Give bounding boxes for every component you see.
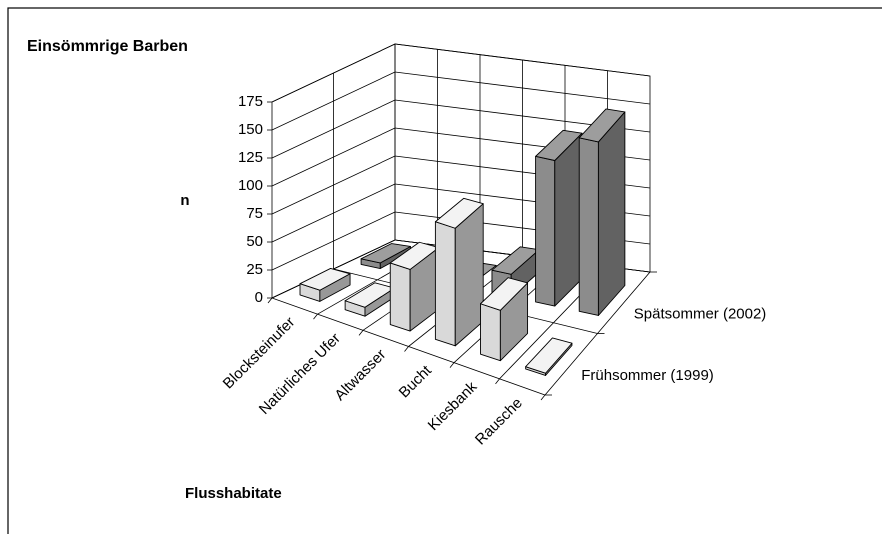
x-tick — [449, 362, 455, 368]
bar — [480, 277, 529, 362]
grid-segment — [271, 127, 396, 187]
grid-segment — [271, 99, 396, 159]
bar-front — [434, 221, 456, 347]
grid-segment — [271, 211, 396, 271]
legend-label: Spätsommer (2002) — [634, 306, 767, 323]
bar — [389, 241, 440, 332]
y-tick-label: 75 — [246, 205, 263, 222]
y-tick-label: 50 — [246, 233, 263, 250]
bar-top — [578, 108, 626, 143]
x-tick — [358, 330, 364, 336]
bar-top — [480, 277, 529, 311]
bar — [360, 243, 411, 269]
x-tick — [495, 378, 500, 385]
bar-top — [299, 267, 351, 291]
bar-front — [578, 137, 599, 316]
legend-label: Frühsommer (1999) — [581, 367, 714, 384]
y-tick-label: 0 — [255, 289, 263, 306]
grid-segment — [271, 71, 396, 131]
y-tick-label: 100 — [238, 177, 263, 194]
x-tick — [313, 313, 318, 320]
bar-top — [360, 243, 411, 264]
grid-segment — [271, 155, 396, 215]
bar-top — [535, 129, 583, 161]
bar — [299, 267, 351, 302]
y-tick-label: 25 — [246, 261, 263, 278]
bar-front — [480, 303, 501, 362]
x-tick — [540, 394, 546, 401]
grid-segment — [394, 71, 651, 105]
bar — [525, 337, 573, 376]
chart-title: Einsömmrige Barben — [27, 38, 188, 55]
bar-side — [597, 111, 626, 316]
x-axis-label: Flusshabitate — [185, 485, 282, 502]
y-tick-label: 150 — [238, 121, 263, 138]
bar-side — [554, 132, 583, 307]
grid-line — [271, 43, 651, 103]
x-tick — [267, 297, 273, 304]
y-tick-label: 175 — [238, 93, 263, 110]
bar-front — [389, 262, 411, 332]
y-axis-label: n — [180, 192, 189, 209]
grid-segment — [271, 183, 396, 243]
bar-top — [525, 337, 573, 374]
bar — [434, 197, 484, 347]
bar — [578, 108, 626, 316]
grid-segment — [394, 43, 651, 77]
bar-top — [434, 197, 484, 229]
grid-segment — [271, 43, 396, 103]
bar — [535, 129, 583, 307]
x-tick — [404, 346, 409, 352]
y-tick-label: 125 — [238, 149, 263, 166]
bar-front — [535, 155, 556, 307]
grid-line — [271, 71, 651, 131]
